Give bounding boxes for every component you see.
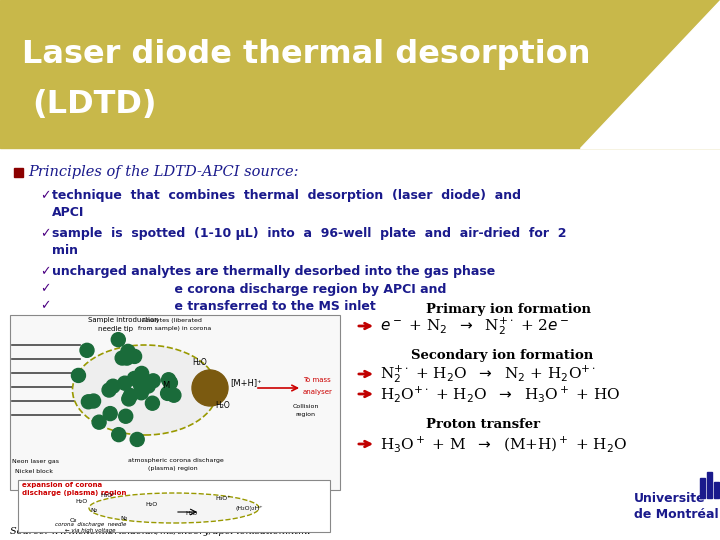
Circle shape (102, 383, 116, 397)
Circle shape (141, 379, 156, 393)
Text: ✓: ✓ (40, 227, 50, 240)
Bar (714, 482, 719, 498)
Text: needle tip: needle tip (98, 326, 133, 332)
Text: APCI: APCI (52, 206, 84, 219)
Bar (700, 478, 705, 498)
Text: O₂: O₂ (70, 518, 78, 523)
Text: H₂O: H₂O (145, 502, 157, 507)
Text: H₂O: H₂O (215, 401, 230, 410)
Text: ✓: ✓ (40, 300, 50, 313)
Circle shape (130, 433, 144, 447)
Text: atmospheric corona discharge: atmospheric corona discharge (128, 458, 224, 463)
Text: Nickel block: Nickel block (15, 469, 53, 474)
Text: uncharged analytes are thermally desorbed into the gas phase: uncharged analytes are thermally desorbe… (52, 266, 495, 279)
Text: sample  is  spotted  (1-10 μL)  into  a  96-well  plate  and  air-dried  for  2: sample is spotted (1-10 μL) into a 96-we… (52, 227, 567, 240)
Bar (707, 472, 712, 498)
Text: H₂O: H₂O (75, 499, 87, 504)
Circle shape (145, 396, 159, 410)
Circle shape (81, 395, 95, 409)
Text: Analytes (liberated: Analytes (liberated (142, 318, 202, 323)
Text: Primary ion formation: Primary ion formation (426, 303, 591, 316)
Circle shape (146, 374, 160, 388)
Circle shape (106, 379, 120, 393)
Circle shape (112, 333, 125, 347)
Circle shape (161, 373, 176, 387)
Text: ✓: ✓ (40, 266, 50, 279)
Text: discharge (plasma) region: discharge (plasma) region (22, 490, 127, 496)
Text: corona  discharge  needle: corona discharge needle (55, 522, 127, 527)
Circle shape (115, 351, 129, 365)
Circle shape (123, 389, 138, 402)
Text: Secondary ion formation: Secondary ion formation (411, 349, 593, 362)
Text: e transferred to the MS inlet: e transferred to the MS inlet (52, 300, 376, 313)
Circle shape (92, 415, 106, 429)
Circle shape (135, 386, 148, 400)
Circle shape (167, 388, 181, 402)
Text: $\mathit{e}^-$ + N$_2$  $\rightarrow$  N$_2^{+\cdot}$ + 2$\mathit{e}^-$: $\mathit{e}^-$ + N$_2$ $\rightarrow$ N$_… (380, 315, 570, 337)
Text: M: M (162, 381, 169, 390)
Text: analyser: analyser (303, 389, 333, 395)
Text: from sample) in corona: from sample) in corona (138, 326, 211, 331)
Text: H₂O: H₂O (185, 511, 197, 516)
Text: N$_2^{+\cdot}$ + H$_2$O  $\rightarrow$  N$_2$ + H$_2$O$^{+\cdot}$: N$_2^{+\cdot}$ + H$_2$O $\rightarrow$ N$… (380, 363, 596, 385)
Text: Laser diode thermal desorption: Laser diode thermal desorption (22, 39, 590, 71)
Circle shape (80, 343, 94, 357)
Circle shape (112, 428, 126, 442)
Text: min: min (52, 245, 78, 258)
Text: H₃O⁺: H₃O⁺ (215, 496, 230, 501)
Bar (10, 315, 340, 490)
Circle shape (118, 376, 132, 390)
Circle shape (121, 345, 135, 359)
Text: ← via high voltage: ← via high voltage (65, 528, 115, 533)
Text: H$_2$O$^{+\cdot}$ + H$_2$O  $\rightarrow$  H$_3$O$^+$ + HO: H$_2$O$^{+\cdot}$ + H$_2$O $\rightarrow$… (380, 384, 621, 404)
Text: [M+H]⁺: [M+H]⁺ (230, 378, 261, 387)
Text: H₂O: H₂O (192, 358, 207, 367)
Ellipse shape (73, 345, 217, 435)
Polygon shape (580, 0, 720, 148)
Text: Sample introduction: Sample introduction (88, 317, 158, 323)
Circle shape (135, 367, 148, 381)
Text: N₂: N₂ (90, 508, 97, 513)
Text: (LDTD): (LDTD) (32, 90, 156, 120)
Circle shape (119, 409, 132, 423)
Text: region: region (295, 412, 315, 417)
Circle shape (192, 370, 228, 406)
Circle shape (120, 351, 134, 365)
Text: (H₂O)₂H⁺: (H₂O)₂H⁺ (235, 506, 263, 511)
Text: N₂: N₂ (120, 516, 127, 521)
Circle shape (127, 372, 141, 386)
Text: ✓: ✓ (40, 190, 50, 202)
Circle shape (103, 407, 117, 421)
Text: Neon laser gas: Neon laser gas (12, 459, 59, 464)
Bar (0, 0, 720, 148)
Ellipse shape (89, 493, 259, 523)
Bar (18, 480, 330, 532)
Circle shape (71, 368, 86, 382)
Circle shape (86, 394, 101, 408)
Circle shape (127, 349, 142, 363)
Circle shape (122, 392, 136, 406)
Circle shape (161, 387, 175, 400)
Text: e corona discharge region by APCI and: e corona discharge region by APCI and (52, 282, 446, 295)
Text: Collision: Collision (293, 404, 320, 409)
Text: (plasma) region: (plasma) region (148, 466, 197, 471)
Circle shape (163, 376, 177, 390)
Text: technique  that  combines  thermal  desorption  (laser  diode)  and: technique that combines thermal desorpti… (52, 190, 521, 202)
Text: Université: Université (634, 492, 706, 505)
Bar (14, 168, 23, 177)
Text: Proton transfer: Proton transfer (426, 417, 540, 430)
Text: ✓: ✓ (40, 282, 50, 295)
Text: de Montréal: de Montréal (634, 508, 719, 521)
Text: To mass: To mass (303, 377, 330, 383)
Circle shape (133, 377, 147, 392)
Text: Source: www.chem.bris.ac.uk/ms/theory/apci-ionisation.html: Source: www.chem.bris.ac.uk/ms/theory/ap… (10, 526, 310, 536)
Text: H₃O⁺: H₃O⁺ (100, 493, 115, 498)
Text: Principles of the LDTD-APCI source:: Principles of the LDTD-APCI source: (28, 165, 299, 179)
Text: H$_3$O$^+$ + M  $\rightarrow$  (M+H)$^+$ + H$_2$O: H$_3$O$^+$ + M $\rightarrow$ (M+H)$^+$ +… (380, 434, 627, 454)
Text: expansion of corona: expansion of corona (22, 482, 102, 488)
